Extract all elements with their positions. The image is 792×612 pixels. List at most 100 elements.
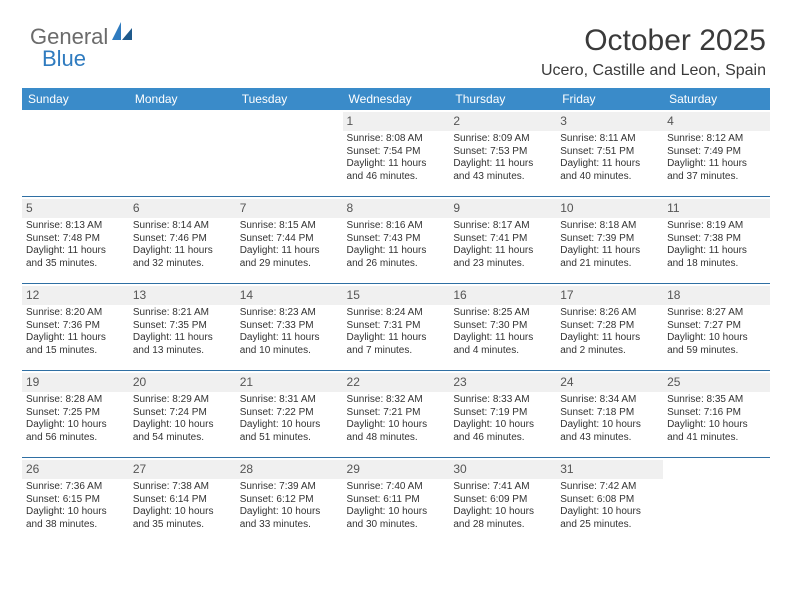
sunrise-text: Sunrise: 8:21 AM	[133, 307, 232, 320]
daylight-text: Daylight: 10 hours	[667, 419, 766, 432]
sunrise-text: Sunrise: 8:35 AM	[667, 394, 766, 407]
calendar-cell: 8Sunrise: 8:16 AMSunset: 7:43 PMDaylight…	[343, 197, 450, 284]
sunset-text: Sunset: 7:53 PM	[453, 146, 552, 159]
calendar-cell: 31Sunrise: 7:42 AMSunset: 6:08 PMDayligh…	[556, 458, 663, 545]
calendar-cell	[663, 458, 770, 545]
sunset-text: Sunset: 7:46 PM	[133, 233, 232, 246]
sunset-text: Sunset: 7:21 PM	[347, 407, 446, 420]
daylight-text: Daylight: 11 hours	[240, 245, 339, 258]
daylight-text: and 2 minutes.	[560, 345, 659, 358]
calendar-cell: 21Sunrise: 8:31 AMSunset: 7:22 PMDayligh…	[236, 371, 343, 458]
sunset-text: Sunset: 7:54 PM	[347, 146, 446, 159]
day-number: 5	[22, 199, 129, 218]
daylight-text: and 18 minutes.	[667, 258, 766, 271]
weekday-header: Wednesday	[343, 88, 450, 110]
daylight-text: Daylight: 11 hours	[347, 158, 446, 171]
sunrise-text: Sunrise: 8:11 AM	[560, 133, 659, 146]
sunrise-text: Sunrise: 8:27 AM	[667, 307, 766, 320]
daylight-text: and 37 minutes.	[667, 171, 766, 184]
weekday-header: Saturday	[663, 88, 770, 110]
calendar-cell	[22, 110, 129, 197]
calendar-cell: 12Sunrise: 8:20 AMSunset: 7:36 PMDayligh…	[22, 284, 129, 371]
calendar-cell: 24Sunrise: 8:34 AMSunset: 7:18 PMDayligh…	[556, 371, 663, 458]
sunrise-text: Sunrise: 8:16 AM	[347, 220, 446, 233]
daylight-text: Daylight: 10 hours	[240, 506, 339, 519]
daylight-text: and 54 minutes.	[133, 432, 232, 445]
sunrise-text: Sunrise: 7:41 AM	[453, 481, 552, 494]
daylight-text: and 56 minutes.	[26, 432, 125, 445]
calendar-cell: 4Sunrise: 8:12 AMSunset: 7:49 PMDaylight…	[663, 110, 770, 197]
sunset-text: Sunset: 6:09 PM	[453, 494, 552, 507]
daylight-text: and 23 minutes.	[453, 258, 552, 271]
calendar-cell: 10Sunrise: 8:18 AMSunset: 7:39 PMDayligh…	[556, 197, 663, 284]
calendar-cell: 20Sunrise: 8:29 AMSunset: 7:24 PMDayligh…	[129, 371, 236, 458]
day-number: 3	[556, 112, 663, 131]
day-number: 14	[236, 286, 343, 305]
calendar-cell: 29Sunrise: 7:40 AMSunset: 6:11 PMDayligh…	[343, 458, 450, 545]
daylight-text: and 41 minutes.	[667, 432, 766, 445]
day-number: 7	[236, 199, 343, 218]
header: October 2025 Ucero, Castille and Leon, S…	[22, 20, 770, 80]
daylight-text: and 10 minutes.	[240, 345, 339, 358]
calendar-cell: 18Sunrise: 8:27 AMSunset: 7:27 PMDayligh…	[663, 284, 770, 371]
daylight-text: and 28 minutes.	[453, 519, 552, 532]
sunrise-text: Sunrise: 8:12 AM	[667, 133, 766, 146]
daylight-text: Daylight: 11 hours	[26, 332, 125, 345]
calendar-table: Sunday Monday Tuesday Wednesday Thursday…	[22, 88, 770, 544]
daylight-text: Daylight: 10 hours	[560, 419, 659, 432]
calendar-cell: 9Sunrise: 8:17 AMSunset: 7:41 PMDaylight…	[449, 197, 556, 284]
sunset-text: Sunset: 7:18 PM	[560, 407, 659, 420]
sunset-text: Sunset: 7:43 PM	[347, 233, 446, 246]
calendar-cell: 11Sunrise: 8:19 AMSunset: 7:38 PMDayligh…	[663, 197, 770, 284]
daylight-text: and 48 minutes.	[347, 432, 446, 445]
sunset-text: Sunset: 7:51 PM	[560, 146, 659, 159]
daylight-text: Daylight: 10 hours	[453, 419, 552, 432]
daylight-text: Daylight: 11 hours	[453, 332, 552, 345]
calendar-cell: 17Sunrise: 8:26 AMSunset: 7:28 PMDayligh…	[556, 284, 663, 371]
daylight-text: Daylight: 10 hours	[347, 419, 446, 432]
calendar-cell: 19Sunrise: 8:28 AMSunset: 7:25 PMDayligh…	[22, 371, 129, 458]
daylight-text: Daylight: 11 hours	[667, 245, 766, 258]
daylight-text: Daylight: 11 hours	[133, 245, 232, 258]
calendar-cell: 28Sunrise: 7:39 AMSunset: 6:12 PMDayligh…	[236, 458, 343, 545]
sunset-text: Sunset: 7:48 PM	[26, 233, 125, 246]
calendar-cell: 15Sunrise: 8:24 AMSunset: 7:31 PMDayligh…	[343, 284, 450, 371]
daylight-text: and 33 minutes.	[240, 519, 339, 532]
sunrise-text: Sunrise: 8:15 AM	[240, 220, 339, 233]
calendar-row: 1Sunrise: 8:08 AMSunset: 7:54 PMDaylight…	[22, 110, 770, 197]
daylight-text: Daylight: 10 hours	[240, 419, 339, 432]
sunrise-text: Sunrise: 8:17 AM	[453, 220, 552, 233]
sunrise-text: Sunrise: 8:29 AM	[133, 394, 232, 407]
page-title: October 2025	[22, 20, 766, 58]
page: General Blue October 2025 Ucero, Castill…	[0, 0, 792, 612]
sunrise-text: Sunrise: 8:19 AM	[667, 220, 766, 233]
day-number: 20	[129, 373, 236, 392]
daylight-text: and 7 minutes.	[347, 345, 446, 358]
day-number: 25	[663, 373, 770, 392]
sunset-text: Sunset: 7:38 PM	[667, 233, 766, 246]
sunrise-text: Sunrise: 7:38 AM	[133, 481, 232, 494]
calendar-cell: 23Sunrise: 8:33 AMSunset: 7:19 PMDayligh…	[449, 371, 556, 458]
sunset-text: Sunset: 6:11 PM	[347, 494, 446, 507]
day-number: 22	[343, 373, 450, 392]
calendar-cell: 1Sunrise: 8:08 AMSunset: 7:54 PMDaylight…	[343, 110, 450, 197]
sunrise-text: Sunrise: 8:23 AM	[240, 307, 339, 320]
sunrise-text: Sunrise: 8:08 AM	[347, 133, 446, 146]
calendar-cell: 14Sunrise: 8:23 AMSunset: 7:33 PMDayligh…	[236, 284, 343, 371]
daylight-text: and 51 minutes.	[240, 432, 339, 445]
sunset-text: Sunset: 6:08 PM	[560, 494, 659, 507]
sunset-text: Sunset: 7:49 PM	[667, 146, 766, 159]
calendar-cell: 22Sunrise: 8:32 AMSunset: 7:21 PMDayligh…	[343, 371, 450, 458]
daylight-text: and 4 minutes.	[453, 345, 552, 358]
daylight-text: Daylight: 11 hours	[453, 158, 552, 171]
sunrise-text: Sunrise: 8:18 AM	[560, 220, 659, 233]
location-text: Ucero, Castille and Leon, Spain	[22, 62, 766, 80]
day-number: 27	[129, 460, 236, 479]
daylight-text: Daylight: 11 hours	[667, 158, 766, 171]
daylight-text: and 15 minutes.	[26, 345, 125, 358]
daylight-text: Daylight: 10 hours	[26, 419, 125, 432]
daylight-text: and 46 minutes.	[347, 171, 446, 184]
sunrise-text: Sunrise: 8:13 AM	[26, 220, 125, 233]
daylight-text: Daylight: 11 hours	[453, 245, 552, 258]
day-number: 6	[129, 199, 236, 218]
